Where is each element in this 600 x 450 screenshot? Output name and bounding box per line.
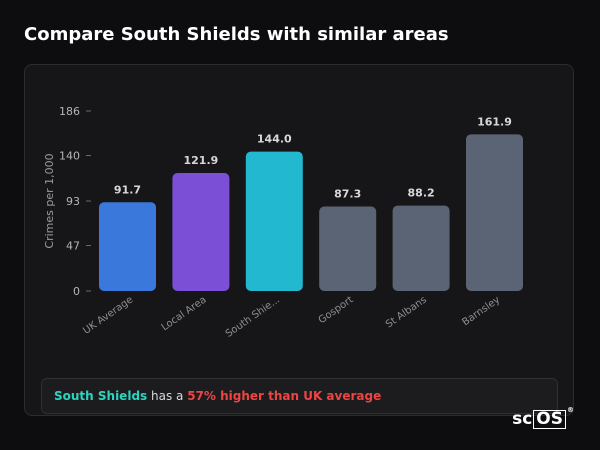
- x-tick-label: Gosport: [317, 294, 356, 326]
- chart-card: 0 47 93 140 186 Crimes per 1,000 91.7 121.9 14…: [24, 64, 574, 416]
- bar[interactable]: [172, 173, 230, 291]
- x-tick-label: St Albans: [384, 294, 429, 330]
- y-tick-label: 0: [73, 285, 80, 298]
- summary-area-name: South Shields: [54, 389, 148, 403]
- bar[interactable]: [99, 202, 156, 291]
- y-axis: 0 47 93 140 186: [59, 105, 91, 298]
- y-tick-label: 47: [66, 240, 80, 253]
- brand-logo-boxed: OS: [533, 409, 566, 429]
- y-axis-label: Crimes per 1,000: [43, 153, 56, 248]
- bar-value-label: 121.9: [184, 154, 219, 167]
- y-tick-label: 140: [59, 150, 80, 163]
- brand-logo: sc OS ®: [512, 406, 574, 429]
- summary-connector: has a: [147, 389, 188, 403]
- summary-banner: South Shields has a 57% higher than UK a…: [41, 378, 558, 414]
- bar-value-label: 144.0: [257, 133, 292, 146]
- bar[interactable]: [319, 206, 377, 291]
- bar[interactable]: [466, 134, 523, 291]
- brand-logo-prefix: sc: [512, 409, 533, 429]
- bar-value-label: 87.3: [334, 188, 361, 201]
- x-tick-label: Barnsley: [460, 294, 502, 328]
- page-title: Compare South Shields with similar areas: [24, 24, 449, 45]
- x-axis-labels: UK Average Local Area South Shie... Gosport…: [81, 294, 502, 339]
- registered-mark: ®: [567, 406, 574, 414]
- value-labels: 91.7 121.9 144.0 87.3 88.2 161.9: [114, 115, 512, 200]
- y-tick-label: 186: [59, 105, 80, 118]
- x-tick-label: Local Area: [160, 294, 209, 333]
- bars: [99, 134, 523, 291]
- bar-value-label: 91.7: [114, 183, 141, 196]
- x-tick-label: South Shie...: [224, 294, 282, 339]
- summary-comparison: 57% higher than UK average: [187, 389, 382, 403]
- bar-value-label: 88.2: [408, 187, 435, 200]
- bar-value-label: 161.9: [477, 115, 512, 128]
- bar-chart: 0 47 93 140 186 Crimes per 1,000 91.7 121.9 14…: [43, 105, 523, 340]
- bar[interactable]: [245, 151, 303, 291]
- y-tick-label: 93: [66, 195, 80, 208]
- bar[interactable]: [392, 205, 450, 291]
- x-tick-label: UK Average: [81, 294, 135, 336]
